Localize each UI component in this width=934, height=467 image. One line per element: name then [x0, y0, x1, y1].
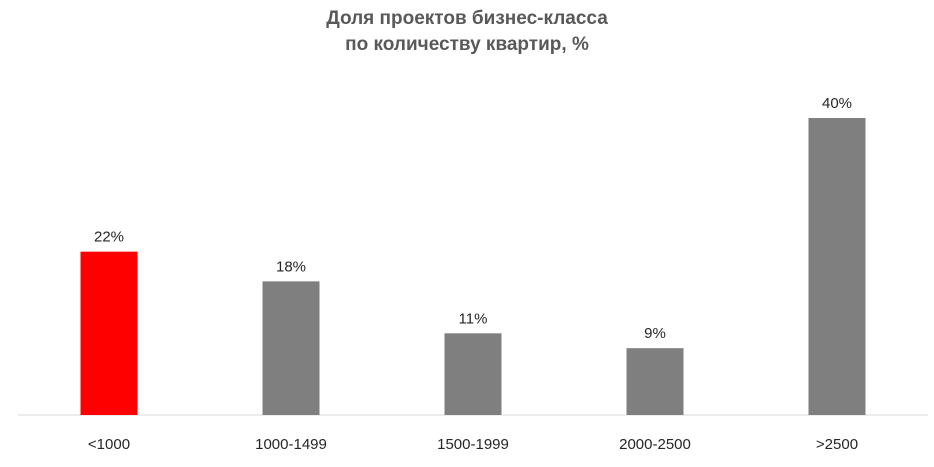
chart-title-line-1: Доля проектов бизнес-класса	[326, 8, 608, 29]
category-label-4: >2500	[816, 436, 858, 453]
bar-1	[262, 281, 320, 415]
bar-4	[808, 118, 866, 415]
category-label-1: 1000-1499	[255, 436, 327, 453]
data-label-4: 40%	[822, 95, 852, 112]
bar-0	[80, 251, 138, 415]
category-label-0: <1000	[88, 436, 130, 453]
bar-2	[444, 333, 502, 415]
data-label-1: 18%	[276, 258, 306, 275]
bar-3	[626, 348, 684, 415]
data-label-2: 11%	[459, 310, 488, 327]
data-label-0: 22%	[94, 229, 124, 246]
data-label-3: 9%	[644, 325, 666, 342]
chart-title-line-2: по количеству квартир, %	[345, 34, 589, 55]
chart-title: Доля проектов бизнес-класса по количеств…	[0, 6, 934, 58]
category-label-3: 2000-2500	[619, 436, 691, 453]
category-label-2: 1500-1999	[437, 436, 509, 453]
